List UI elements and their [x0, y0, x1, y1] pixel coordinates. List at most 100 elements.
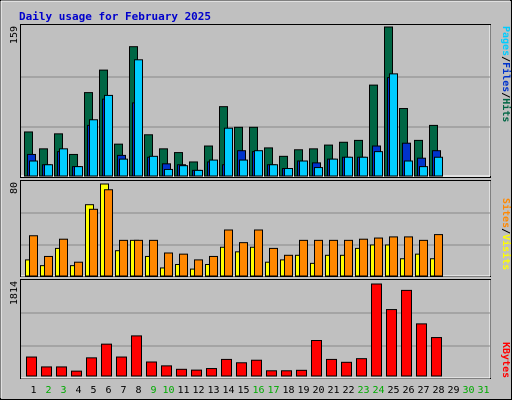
- kbytes-bar: KBytes day 10: 200: [161, 365, 172, 377]
- pages-bar: Pages day 23: 20: [359, 156, 368, 177]
- sites-bar: Sites day 14: 40: [224, 229, 233, 277]
- day-label: 1: [30, 385, 36, 396]
- kbytes-bar: KBytes day 13: 147: [206, 368, 217, 377]
- sites-bar: Sites day 3: 32: [59, 238, 68, 277]
- sites-bar: Sites day 9: 31: [149, 239, 158, 277]
- sites-bar: Sites day 1: 35: [29, 235, 38, 277]
- legend-sep: /: [500, 228, 511, 234]
- pages-bar: Pages day 5: 60: [89, 119, 98, 177]
- day-label: 2: [45, 385, 51, 396]
- sites-bar: Sites day 15: 29: [239, 242, 248, 277]
- pages-bar: Pages day 10: 7: [164, 168, 173, 177]
- kbytes-bar: KBytes day 20: 700: [311, 339, 322, 377]
- pages-bar: Pages day 1: 16: [29, 160, 38, 177]
- visits-ymax-label: 80: [9, 182, 20, 194]
- day-label: 15: [237, 385, 249, 396]
- kbytes-bar: KBytes day 4: 96: [71, 370, 82, 377]
- sites-bar: Sites day 10: 20: [164, 252, 173, 277]
- kbytes-bar: KBytes day 14: 327: [221, 358, 232, 377]
- kbytes-bar: KBytes day 3: 179: [56, 366, 67, 377]
- sites-bar: Sites day 21: 31: [329, 239, 338, 277]
- sites-bar: Sites day 7: 31: [119, 239, 128, 277]
- pages-bar: Pages day 17: 12: [269, 164, 278, 177]
- legend-sep: /: [500, 92, 511, 98]
- day-label: 20: [312, 385, 324, 396]
- pages-bar: Pages day 6: 86: [104, 94, 113, 177]
- day-label: 27: [417, 385, 429, 396]
- pages-bar: Pages day 4: 10: [74, 166, 83, 177]
- pages-bar: Pages day 11: 11: [179, 165, 188, 177]
- sites-bar: Sites day 23: 32: [359, 238, 368, 277]
- day-label: 12: [192, 385, 204, 396]
- sites-bar: Sites day 6: 75: [104, 189, 113, 277]
- pages-bar: Pages day 13: 17: [209, 159, 218, 177]
- pages-bar: Pages day 3: 29: [59, 148, 68, 177]
- sites-bar: Sites day 18: 18: [284, 254, 293, 277]
- pages-bar: Pages day 16: 27: [254, 150, 263, 177]
- day-label: 4: [75, 385, 81, 396]
- legend-sep: /: [500, 56, 511, 62]
- kbytes-bar: KBytes day 17: 103: [266, 370, 277, 377]
- kbytes-bar: KBytes day 9: 276: [146, 361, 157, 377]
- kbytes-bar: KBytes day 24: 1814: [371, 283, 382, 377]
- pages-bar: Pages day 7: 18: [119, 158, 128, 177]
- day-axis: 1 2 3 4 5 6 7 8 9 10 11 12 13 14 15 16 17 18 19 20 21 22 23 24 2…: [30, 385, 489, 396]
- kbytes-bar: KBytes day 27: 1028: [416, 323, 427, 377]
- pages-bar: Pages day 9: 21: [149, 155, 158, 177]
- sites-bar: Sites day 19: 31: [299, 239, 308, 277]
- sites-bar: Sites day 13: 17: [209, 255, 218, 277]
- day-label: 16: [252, 385, 264, 396]
- kbytes-bar: KBytes day 25: 1310: [386, 309, 397, 377]
- sites-bar: Sites day 22: 31: [344, 239, 353, 277]
- day-label: 8: [135, 385, 141, 396]
- day-label: 10: [162, 385, 174, 396]
- day-label: 7: [120, 385, 126, 396]
- legend-hits: Hits: [500, 98, 512, 122]
- kbytes-bar: KBytes day 22: 270: [341, 361, 352, 377]
- day-label: 25: [387, 385, 399, 396]
- kbytes-ymax-label: 1814: [9, 281, 20, 305]
- sites-bar: Sites day 4: 12: [74, 261, 83, 277]
- day-label: 28: [432, 385, 444, 396]
- kbytes-bar: KBytes day 2: 179: [41, 366, 52, 377]
- kbytes-bar: KBytes day 12: 116: [191, 369, 202, 377]
- hits-ymax-label: 159: [9, 26, 20, 44]
- pages-bar: Pages day 2: 12: [44, 164, 53, 177]
- legend-visits: Visits: [500, 234, 512, 270]
- pages-bar: Pages day 22: 20: [344, 156, 353, 177]
- sites-bar: Sites day 27: 31: [419, 239, 428, 277]
- sites-bar: Sites day 11: 19: [179, 253, 188, 277]
- sites-bar: Sites day 17: 24: [269, 247, 278, 277]
- pages-bar: Pages day 20: 9: [314, 167, 323, 177]
- kbytes-bar: KBytes day 8: 791: [131, 335, 142, 377]
- pages-bar: Pages day 19: 16: [299, 160, 308, 177]
- kbytes-bar: KBytes day 5: 358: [86, 357, 97, 377]
- kbytes-bar: KBytes day 26: 1688: [401, 289, 412, 377]
- pages-bar: Pages day 8: 124: [134, 59, 143, 177]
- sites-bar: Sites day 2: 17: [44, 255, 53, 277]
- pages-bar: Pages day 12: 6: [194, 169, 203, 177]
- kbytes-bar: KBytes day 28: 758: [431, 337, 442, 377]
- sites-bar: Sites day 12: 14: [194, 259, 203, 277]
- day-label: 6: [105, 385, 111, 396]
- pages-bar: Pages day 21: 18: [329, 158, 338, 177]
- kbytes-bar: KBytes day 23: 342: [356, 358, 367, 377]
- sites-bar: Sites day 16: 40: [254, 229, 263, 277]
- legend-visits-sites: Sites/Visits: [500, 198, 512, 270]
- pages-bar: Pages day 18: 8: [284, 168, 293, 177]
- kbytes-bar: KBytes day 11: 132: [176, 368, 187, 377]
- pages-bar: Pages day 26: 16: [404, 160, 413, 177]
- sites-bar: Sites day 28: 36: [434, 234, 443, 277]
- day-label: 3: [60, 385, 66, 396]
- day-label: 18: [282, 385, 294, 396]
- day-label: 19: [297, 385, 309, 396]
- sites-bar: Sites day 8: 31: [134, 239, 143, 277]
- legend-files: Files: [500, 62, 512, 92]
- pages-bar: Pages day 27: 10: [419, 166, 428, 177]
- kbytes-bar: KBytes day 6: 628: [101, 343, 112, 377]
- day-label: 5: [90, 385, 96, 396]
- day-label: 30: [462, 385, 474, 396]
- pages-bar: Pages day 25: 109: [389, 73, 398, 177]
- pages-bar: Pages day 24: 26: [374, 151, 383, 177]
